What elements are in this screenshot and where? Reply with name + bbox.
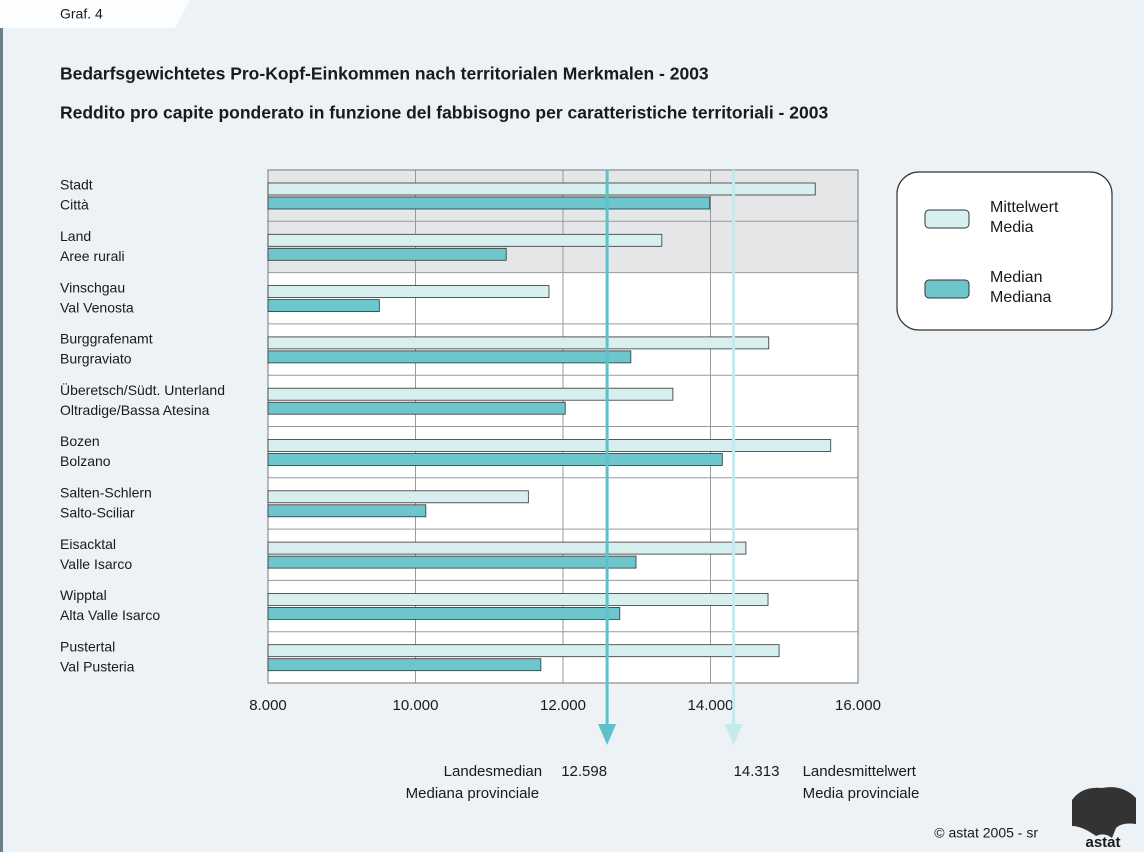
bar bbox=[267, 247, 507, 261]
chart-title: Bedarfsgewichtetes Pro-Kopf-Einkommen na… bbox=[60, 64, 709, 84]
bar bbox=[267, 658, 542, 672]
bar bbox=[267, 555, 637, 569]
y-tick-label: Burggrafenamt bbox=[60, 331, 153, 347]
y-tick-label: Aree rurali bbox=[60, 248, 125, 264]
x-tick-label: 16.000 bbox=[835, 697, 881, 714]
logo-icon bbox=[1072, 787, 1136, 838]
x-tick-label: 10.000 bbox=[393, 697, 439, 714]
reference-value: 12.598 bbox=[561, 763, 607, 780]
bar bbox=[267, 336, 770, 350]
bar bbox=[267, 453, 723, 466]
legend-label: Mittelwert bbox=[990, 199, 1059, 216]
y-tick-label: Salten-Schlern bbox=[60, 485, 152, 501]
frame-edge bbox=[0, 0, 3, 852]
logo-text: astat bbox=[1085, 834, 1120, 851]
y-tick-label: Stadt bbox=[60, 177, 93, 193]
bar bbox=[267, 350, 632, 364]
bar bbox=[267, 401, 566, 415]
y-tick-label: Val Venosta bbox=[60, 299, 134, 315]
y-tick-label: Bolzano bbox=[60, 453, 111, 469]
y-tick-label: Salto-Sciliar bbox=[60, 505, 135, 521]
bar bbox=[267, 439, 832, 452]
reference-value: 14.313 bbox=[734, 763, 780, 780]
y-tick-label: Burgraviato bbox=[60, 351, 132, 367]
y-tick-label: Pustertal bbox=[60, 638, 115, 654]
bar bbox=[267, 644, 780, 658]
y-tick-label: Alta Valle Isarco bbox=[60, 607, 160, 623]
bar bbox=[267, 182, 816, 196]
legend-swatch bbox=[924, 279, 970, 299]
legend-label: Media bbox=[990, 219, 1034, 236]
bar bbox=[267, 541, 747, 555]
reference-text: Media provinciale bbox=[803, 785, 920, 802]
bar bbox=[267, 387, 674, 401]
reference-text: Mediana provinciale bbox=[406, 785, 539, 802]
legend-swatch bbox=[924, 209, 970, 229]
chart-label: Graf. 4 bbox=[60, 6, 103, 22]
bar bbox=[267, 299, 380, 313]
reference-text: Landesmedian bbox=[444, 763, 542, 780]
bar bbox=[267, 607, 621, 620]
bar bbox=[267, 504, 427, 518]
y-tick-label: Oltradige/Bassa Atesina bbox=[60, 402, 210, 418]
bar bbox=[267, 196, 711, 210]
legend-label: Mediana bbox=[990, 289, 1051, 306]
x-tick-label: 14.000 bbox=[688, 697, 734, 714]
y-tick-label: Vinschgau bbox=[60, 279, 125, 295]
y-tick-label: Val Pusteria bbox=[60, 658, 135, 674]
y-tick-label: Überetsch/Südt. Unterland bbox=[60, 381, 225, 398]
y-tick-label: Città bbox=[60, 197, 89, 213]
y-tick-label: Wipptal bbox=[60, 587, 107, 603]
reference-arrow bbox=[724, 724, 743, 745]
header-tab bbox=[0, 0, 190, 28]
y-tick-label: Eisacktal bbox=[60, 536, 116, 552]
legend-label: Median bbox=[990, 269, 1042, 286]
chart-subtitle: Reddito pro capite ponderato in funzione… bbox=[60, 103, 828, 123]
x-tick-label: 8.000 bbox=[249, 697, 287, 714]
x-tick-label: 12.000 bbox=[540, 697, 586, 714]
bar bbox=[267, 593, 769, 606]
reference-arrow bbox=[598, 724, 617, 745]
source: © astat 2005 - sr bbox=[934, 825, 1038, 841]
bar bbox=[267, 490, 529, 504]
y-tick-label: Valle Isarco bbox=[60, 556, 132, 572]
bar bbox=[267, 233, 663, 247]
y-tick-label: Land bbox=[60, 228, 91, 244]
legend-box bbox=[896, 171, 1113, 331]
plot-border bbox=[267, 169, 859, 684]
reference-text: Landesmittelwert bbox=[803, 763, 917, 780]
y-tick-label: Bozen bbox=[60, 433, 100, 449]
bar bbox=[267, 285, 550, 299]
